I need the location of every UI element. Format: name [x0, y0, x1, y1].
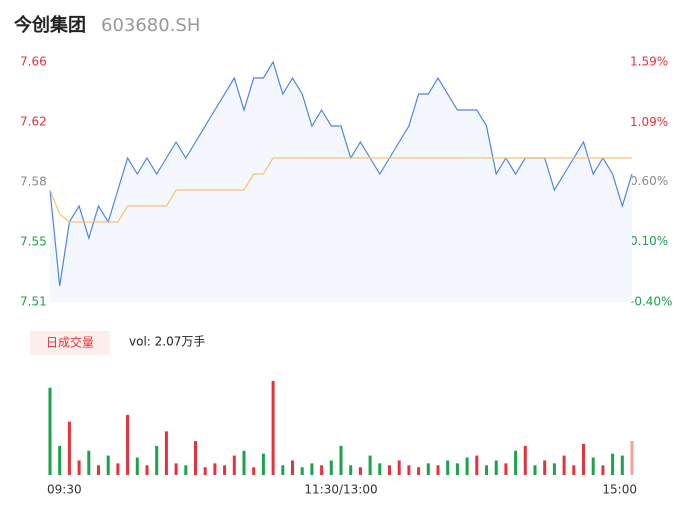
volume-bar — [261, 453, 265, 475]
volume-bar — [378, 463, 382, 475]
volume-bar — [291, 460, 294, 475]
volume-total: vol: 2.07万手 — [129, 335, 205, 349]
volume-bar — [475, 455, 479, 475]
volume-badge — [30, 331, 110, 355]
volume-bar — [349, 465, 353, 475]
volume-bar — [232, 455, 236, 475]
volume-bar — [572, 465, 576, 475]
volume-bar — [611, 453, 615, 475]
volume-bar — [552, 463, 556, 475]
y-tick-label: 7.58 — [20, 175, 47, 189]
volume-bar — [300, 467, 304, 475]
stock-name: 今创集团 — [14, 14, 86, 36]
volume-bar — [562, 455, 566, 475]
volume-bar — [514, 450, 518, 475]
volume-bar — [126, 414, 130, 475]
y-tick-label: 7.51 — [20, 295, 47, 309]
y-tick-label: 7.62 — [20, 115, 47, 129]
volume-bar — [310, 463, 314, 475]
y-tick-label: 7.66 — [20, 55, 47, 69]
volume-bar — [397, 460, 401, 475]
price-area — [50, 62, 632, 302]
average-line — [49, 157, 632, 223]
volume-bar — [213, 463, 217, 475]
volume-bar — [329, 460, 333, 475]
volume-bar — [48, 387, 52, 475]
volume-bar — [630, 441, 634, 475]
volume-title: 日成交量 — [46, 335, 94, 350]
volume-bar — [543, 460, 547, 475]
stock-code: 603680.SH — [101, 15, 200, 36]
y2-tick-label: 0.10% — [630, 234, 668, 248]
y-tick-label: 7.55 — [20, 235, 47, 249]
volume-bar — [426, 463, 430, 475]
volume-bar — [601, 465, 605, 475]
volume-bar — [436, 465, 440, 475]
volume-bar — [339, 445, 343, 475]
volume-bar — [485, 465, 488, 475]
volume-bar — [242, 450, 246, 475]
volume-bar — [358, 467, 362, 475]
y2-tick-label: 0.60% — [630, 174, 668, 188]
volume-bar — [417, 467, 421, 475]
volume-bar — [97, 465, 100, 475]
volume-bar — [252, 467, 256, 475]
volume-bar — [194, 441, 197, 475]
volume-bar — [446, 460, 450, 475]
x-tick-label: 15:00 — [602, 483, 637, 497]
volume-bar — [223, 465, 227, 475]
volume-bar — [281, 465, 285, 475]
volume-bar — [184, 465, 188, 475]
volume-bar — [494, 460, 498, 475]
x-tick-label: 11:30/13:00 — [304, 483, 377, 497]
volume-bar — [582, 443, 585, 475]
volume-bar — [58, 445, 62, 475]
volume-bar — [533, 465, 537, 475]
volume-bar — [203, 467, 207, 475]
y2-tick-label: -0.40% — [630, 295, 672, 309]
volume-bar — [135, 457, 139, 475]
volume-bar — [368, 455, 372, 475]
volume-bar — [116, 463, 120, 475]
volume-bar — [164, 431, 168, 475]
volume-bar — [620, 455, 624, 475]
volume-bar — [77, 460, 81, 475]
volume-bar — [145, 465, 149, 475]
volume-bar — [155, 445, 159, 475]
volume-bar — [504, 463, 508, 475]
y2-tick-label: 1.59% — [630, 55, 668, 69]
volume-bar — [174, 463, 178, 475]
volume-bar — [407, 465, 411, 475]
volume-bar — [455, 463, 459, 475]
x-tick-label: 09:30 — [47, 483, 82, 497]
volume-bar — [465, 457, 469, 475]
volume-bar — [523, 445, 527, 475]
volume-bar — [591, 457, 595, 475]
y2-tick-label: 1.09% — [630, 115, 668, 129]
volume-bar — [320, 465, 324, 475]
volume-bar — [106, 455, 110, 475]
volume-bar — [271, 380, 275, 475]
volume-bar — [388, 465, 391, 475]
volume-bar — [87, 450, 91, 475]
volume-bar — [67, 421, 71, 475]
